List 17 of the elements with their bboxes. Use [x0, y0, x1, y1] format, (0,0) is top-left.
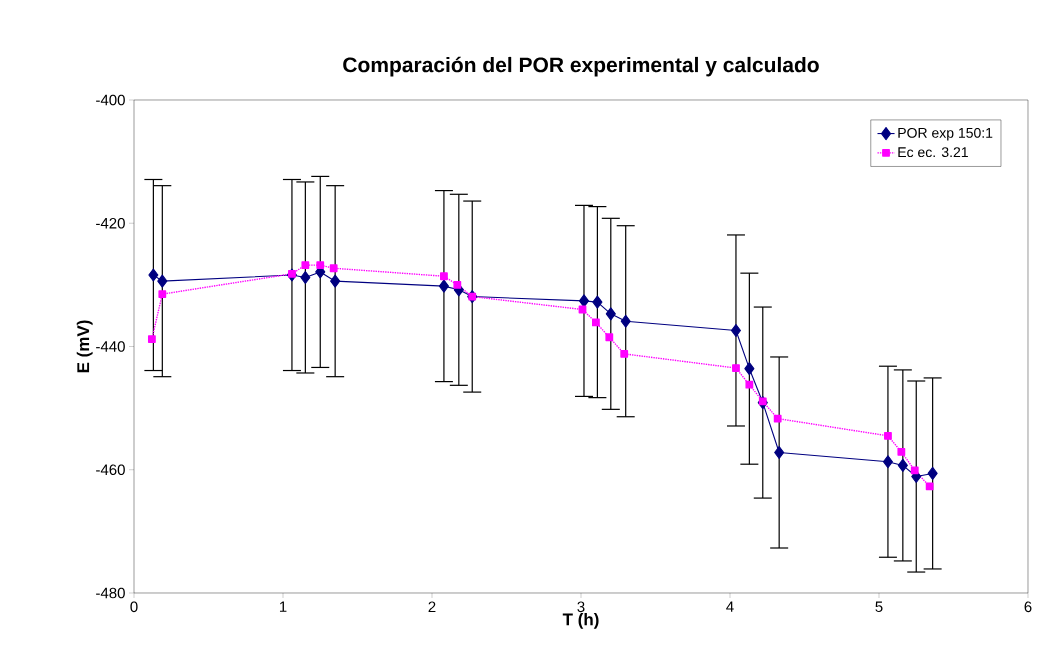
- y-tick-label: -480: [96, 587, 125, 599]
- y-tick-label: -400: [96, 94, 125, 106]
- x-tick-label: 1: [279, 601, 287, 612]
- y-tick-label: -460: [96, 464, 125, 476]
- y-tick-label: -440: [96, 341, 125, 352]
- x-axis-title: T (h): [562, 613, 599, 629]
- x-tick-label: 0: [130, 601, 138, 613]
- x-tick-label: 2: [428, 601, 436, 612]
- legend-label: Ec ec. 3.21: [898, 147, 968, 158]
- y-axis-title: E (mV): [76, 320, 93, 373]
- legend-label: POR exp 150:1: [898, 127, 993, 141]
- x-tick-label: 3: [577, 601, 585, 613]
- chart-title: Comparación del POR experimental y calculado: [343, 56, 819, 77]
- x-tick-label: 4: [726, 601, 734, 612]
- y-tick-label: -420: [96, 217, 125, 229]
- x-tick-label: 6: [1024, 601, 1032, 613]
- x-tick-label: 5: [875, 601, 883, 612]
